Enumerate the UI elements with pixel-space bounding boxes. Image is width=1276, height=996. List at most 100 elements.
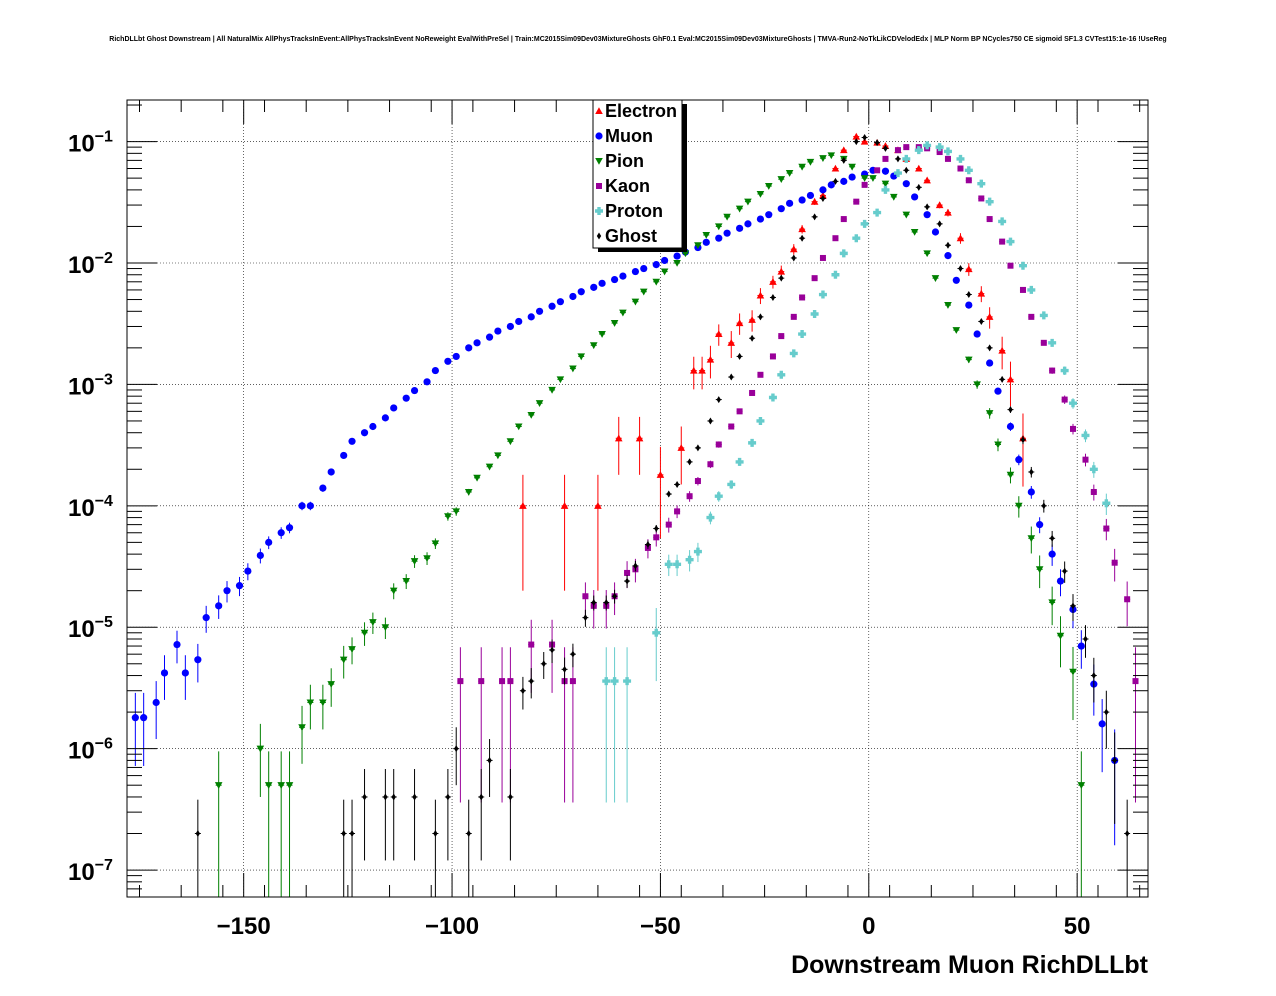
data-point [707,461,714,468]
data-point [631,267,640,276]
data-point [839,249,848,258]
data-point [1060,366,1069,375]
legend-marker-kaon [596,183,602,189]
data-point [874,167,881,174]
data-point [341,830,346,838]
legend-label-proton: Proton [605,201,663,221]
data-point [777,176,786,183]
data-point [831,164,840,172]
legend: Electron Muon Pion Kaon Proton Ghost [592,99,687,252]
data-point [131,714,139,722]
data-point [748,438,757,447]
series-proton [602,141,1111,803]
data-point [727,339,736,346]
data-point [423,378,431,386]
data-point [744,220,752,228]
data-point [152,698,160,707]
data-point [1039,311,1048,320]
data-point [431,540,440,548]
data-point [1020,436,1026,444]
data-point [654,525,659,533]
data-point [889,193,898,201]
data-point [914,146,923,155]
data-point [769,353,776,360]
data-point [839,146,848,154]
data-point [360,429,369,437]
data-point [715,234,723,242]
data-point [798,163,806,171]
data-point [577,353,586,361]
data-point [904,166,909,174]
data-point [728,423,735,430]
data-point [706,355,715,363]
data-point [466,830,471,838]
data-point [548,386,556,394]
data-point [412,793,417,801]
data-point [977,179,986,188]
legend-marker-pion [595,157,603,165]
data-point [840,216,847,223]
y-tick-label: 10−6 [68,736,113,765]
data-point [390,404,398,412]
data-point [798,196,806,204]
data-point [685,555,694,564]
data-point [1061,396,1068,403]
data-point [714,492,723,501]
data-point [810,310,819,319]
data-point [698,366,706,374]
data-point [478,678,485,685]
data-point [860,137,869,145]
data-point [715,441,722,448]
data-point [735,319,744,327]
data-point [785,170,794,177]
data-point [562,665,567,673]
data-point [994,441,1002,449]
series-ghost [194,134,1131,897]
data-point [1027,285,1036,294]
data-point [610,677,619,686]
data-point [1077,642,1085,650]
data-point [529,677,534,685]
data-point [873,208,882,217]
data-point [936,149,943,156]
data-point [548,302,556,310]
data-point [708,417,713,425]
data-point [806,191,815,200]
data-point [653,534,660,541]
data-point [848,173,856,181]
data-point [894,147,901,154]
data-point [727,480,736,489]
data-point [737,352,742,360]
data-point [473,474,481,482]
data-point [515,317,523,326]
data-point [223,587,231,595]
data-point [549,646,555,654]
data-point [810,197,819,205]
data-point [1048,599,1056,607]
data-point [883,144,888,152]
data-point [944,302,952,309]
data-point [1006,471,1015,479]
data-point [881,167,890,175]
data-point [195,830,201,838]
data-point [1015,456,1023,464]
data-point [277,782,285,789]
data-point [656,471,665,478]
data-point [527,313,535,321]
data-point [214,782,223,789]
data-point [798,225,806,233]
data-point [319,699,327,707]
data-point [944,208,952,216]
data-point [735,457,744,466]
data-point [791,254,796,262]
data-point [494,452,502,460]
data-point [1069,668,1077,676]
y-tick-label: 10−4 [68,493,113,522]
data-point [952,327,961,334]
data-point [923,141,932,150]
legend-marker-electron [595,107,603,115]
data-point [979,317,984,325]
data-point [1089,465,1098,474]
data-point [181,669,189,677]
data-point [666,490,671,498]
